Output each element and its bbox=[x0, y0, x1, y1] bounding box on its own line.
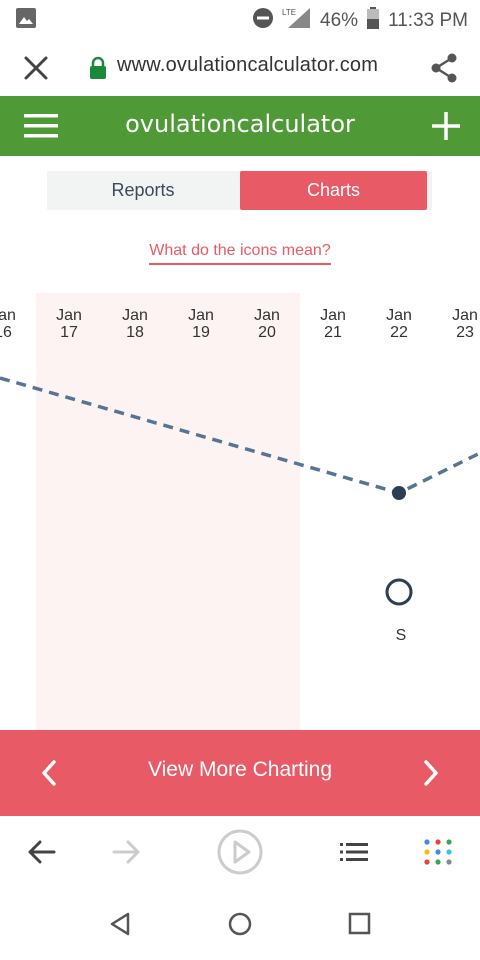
marker-circle-icon[interactable] bbox=[385, 578, 413, 606]
url-text[interactable]: www.ovulationcalculator.com bbox=[117, 54, 379, 76]
lock-icon bbox=[88, 56, 108, 80]
date-day-label: 21 bbox=[324, 324, 342, 341]
cycle-chart: Jan16Jan17Jan18Jan19Jan20Jan21Jan22Jan23… bbox=[0, 293, 480, 730]
tab-charts[interactable]: Charts bbox=[240, 171, 427, 210]
view-more-charting-button[interactable]: View More Charting bbox=[147, 758, 333, 781]
date-month-label: Jan bbox=[452, 307, 478, 324]
icons-help-link[interactable]: What do the icons mean? bbox=[149, 242, 331, 265]
back-arrow-icon[interactable] bbox=[20, 830, 64, 874]
browser-toolbar bbox=[0, 816, 480, 888]
browser-address-bar: www.ovulationcalculator.com bbox=[0, 36, 480, 96]
date-day-label: 22 bbox=[390, 324, 408, 341]
date-day-label: 17 bbox=[60, 324, 78, 341]
system-nav-bar bbox=[0, 888, 480, 960]
marker-label: S bbox=[396, 627, 407, 644]
close-icon[interactable] bbox=[20, 52, 52, 84]
view-more-charting-bar: View More Charting bbox=[0, 730, 480, 816]
status-bar: LTE 46% 11:33 PM bbox=[0, 0, 480, 36]
date-month-label: Jan bbox=[386, 307, 412, 324]
date-day-label: 16 bbox=[0, 324, 12, 341]
nav-home-icon[interactable] bbox=[220, 904, 260, 944]
svg-text:LTE: LTE bbox=[282, 8, 296, 17]
gallery-notification-icon bbox=[16, 8, 36, 33]
clock: 11:33 PM bbox=[388, 9, 468, 31]
chevron-left-icon[interactable] bbox=[36, 756, 64, 790]
view-tabs: Reports Charts bbox=[47, 171, 432, 210]
date-month-label: Jan bbox=[0, 307, 16, 324]
date-month-label: Jan bbox=[254, 307, 280, 324]
list-menu-icon[interactable] bbox=[332, 830, 376, 874]
date-month-label: Jan bbox=[320, 307, 346, 324]
share-icon[interactable] bbox=[428, 52, 460, 84]
app-title: ovulationcalculator bbox=[125, 110, 355, 138]
battery-percent: 46% bbox=[320, 9, 359, 31]
date-day-label: 19 bbox=[192, 324, 210, 341]
nav-recents-icon[interactable] bbox=[340, 904, 380, 944]
tab-reports[interactable]: Reports bbox=[111, 180, 175, 200]
date-month-label: Jan bbox=[122, 307, 148, 324]
add-icon[interactable] bbox=[428, 108, 464, 144]
play-icon[interactable] bbox=[216, 828, 264, 876]
date-month-label: Jan bbox=[188, 307, 214, 324]
apps-grid-icon[interactable] bbox=[416, 830, 460, 874]
date-month-label: Jan bbox=[56, 307, 82, 324]
data-point[interactable] bbox=[392, 486, 406, 500]
chevron-right-icon[interactable] bbox=[416, 756, 444, 790]
hamburger-menu-icon[interactable] bbox=[24, 110, 60, 142]
signal-icon: LTE bbox=[282, 6, 312, 35]
dnd-icon bbox=[252, 7, 274, 34]
battery-icon bbox=[366, 7, 380, 34]
app-header: ovulationcalculator bbox=[0, 96, 480, 156]
nav-back-icon[interactable] bbox=[100, 904, 140, 944]
forward-arrow-icon[interactable] bbox=[104, 830, 148, 874]
date-day-label: 23 bbox=[456, 324, 474, 341]
date-day-label: 18 bbox=[126, 324, 144, 341]
highlight-band bbox=[36, 293, 300, 730]
date-day-label: 20 bbox=[258, 324, 276, 341]
